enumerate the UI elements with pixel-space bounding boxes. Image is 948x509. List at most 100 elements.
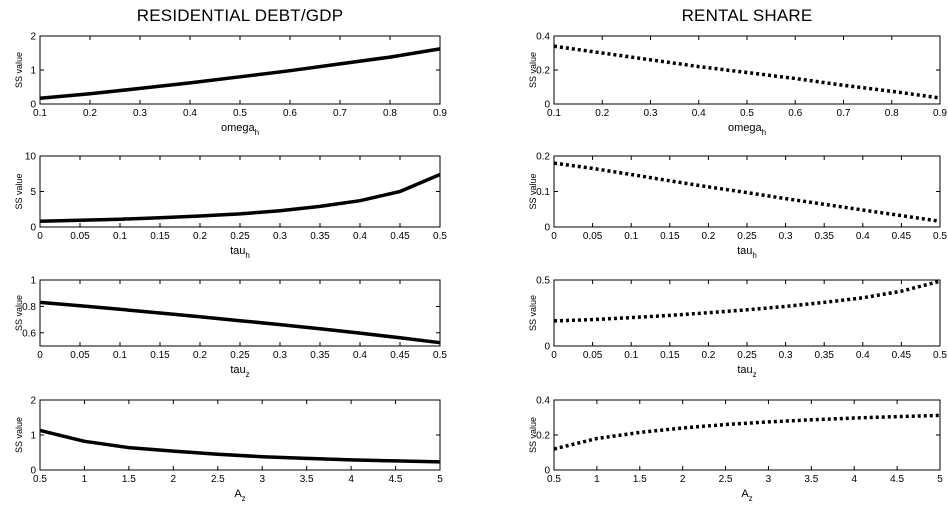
- x-tick-label: 0.1: [624, 231, 638, 242]
- series-line: [553, 44, 941, 100]
- subplot-5: 0 0.05 0.1 0.15 0.2 0.25 0.3 0.35 0.4 0.45 0.5 0.6 0…: [14, 276, 447, 380]
- x-tick-label: 0.15: [660, 350, 680, 361]
- y-tick-label: 5: [30, 187, 36, 198]
- x-tick-label: 0.1: [113, 350, 127, 361]
- x-axis-label: tauz: [230, 364, 249, 379]
- y-tick-label: 1: [30, 431, 36, 442]
- x-tick-label: 1: [82, 474, 88, 485]
- x-axis-label: omegah: [728, 122, 766, 137]
- y-axis-label: SS value: [528, 417, 538, 453]
- y-tick-label: 0: [544, 342, 550, 353]
- x-tick-label: 3: [766, 474, 772, 485]
- x-tick-label: 0.45: [892, 350, 912, 361]
- subplot-4: 0 0.05 0.1 0.15 0.2 0.25 0.3 0.35 0.4 0.45 0.5 0 0.1…: [528, 152, 947, 261]
- x-tick-label: 0.5: [433, 231, 447, 242]
- subplot-6: 0 0.05 0.1 0.15 0.2 0.25 0.3 0.35 0.4 0.45 0.5 0 0.5…: [528, 276, 947, 380]
- x-tick-label: 2.5: [719, 474, 733, 485]
- x-tick-label: 0.3: [779, 231, 793, 242]
- x-tick-label: 0.35: [310, 350, 330, 361]
- x-tick-label: 4: [851, 474, 857, 485]
- x-tick-label: 0.05: [583, 231, 603, 242]
- x-tick-label: 0.05: [583, 350, 603, 361]
- x-tick-label: 0.3: [273, 231, 287, 242]
- x-tick-label: 0.15: [660, 231, 680, 242]
- y-axis-label: SS value: [14, 295, 24, 331]
- x-axis-label: Az: [234, 488, 245, 503]
- x-tick-label: 0.2: [595, 108, 609, 119]
- x-tick-label: 0.2: [193, 231, 207, 242]
- y-tick-label: 2: [30, 32, 36, 43]
- x-tick-label: 0.5: [740, 108, 754, 119]
- y-axis-label: SS value: [528, 173, 538, 209]
- y-tick-label: 2: [30, 396, 36, 407]
- y-tick-label: 1: [30, 276, 36, 287]
- y-tick-label: 0.2: [536, 66, 550, 77]
- subplot-7: 0.5 1 1.5 2 2.5 3 3.5 4 4.5 5 0 1 2 SS value Az: [14, 396, 443, 504]
- x-tick-label: 0.3: [133, 108, 147, 119]
- x-tick-label: 0.1: [33, 108, 47, 119]
- x-tick-label: 1.5: [122, 474, 136, 485]
- x-tick-label: 0.2: [701, 350, 715, 361]
- x-tick-label: 0.2: [193, 350, 207, 361]
- x-tick-label: 0.25: [230, 350, 250, 361]
- x-tick-label: 0: [551, 231, 557, 242]
- x-tick-label: 0.7: [333, 108, 347, 119]
- x-tick-label: 5: [437, 474, 443, 485]
- x-tick-label: 0.45: [390, 231, 410, 242]
- left-column-title: RESIDENTIAL DEBT/GDP: [136, 6, 344, 25]
- x-tick-label: 0.5: [233, 108, 247, 119]
- subplot-3: 0 0.05 0.1 0.15 0.2 0.25 0.3 0.35 0.4 0.45 0.5 0 5 10…: [14, 152, 447, 261]
- x-tick-label: 0.6: [788, 108, 802, 119]
- x-tick-label: 0.4: [183, 108, 197, 119]
- x-tick-label: 0.5: [33, 474, 47, 485]
- x-tick-label: 0.1: [624, 350, 638, 361]
- subplot-2: 0.1 0.2 0.3 0.4 0.5 0.6 0.7 0.8 0.9 0 0.2 0.4 SS val…: [528, 32, 947, 138]
- x-tick-label: 3.5: [804, 474, 818, 485]
- y-tick-label: 0.2: [536, 431, 550, 442]
- axes-box: [553, 35, 941, 105]
- x-tick-label: 0.15: [150, 350, 170, 361]
- x-axis-label: omegah: [221, 122, 259, 137]
- x-tick-label: 0.2: [701, 231, 715, 242]
- x-tick-label: 1: [594, 474, 600, 485]
- y-axis-label: SS value: [14, 417, 24, 453]
- y-tick-label: 0: [544, 466, 550, 477]
- x-tick-label: 5: [937, 474, 943, 485]
- x-tick-label: 0.8: [885, 108, 899, 119]
- x-tick-label: 0.05: [70, 350, 90, 361]
- x-tick-label: 0.3: [644, 108, 658, 119]
- x-tick-label: 0.4: [856, 231, 870, 242]
- y-axis-label: SS value: [14, 173, 24, 209]
- x-tick-label: 1.5: [633, 474, 647, 485]
- series-line: [553, 413, 941, 451]
- x-tick-label: 0.1: [547, 108, 561, 119]
- x-axis-label: tauh: [737, 245, 757, 260]
- x-tick-label: 0.4: [692, 108, 706, 119]
- x-tick-label: 0: [551, 350, 557, 361]
- y-tick-label: 0.6: [22, 328, 36, 339]
- x-tick-label: 0.35: [310, 231, 330, 242]
- series-line: [39, 47, 441, 100]
- axes-box: [553, 155, 941, 228]
- series-line: [553, 279, 941, 323]
- x-tick-label: 0.6: [283, 108, 297, 119]
- x-tick-label: 0.8: [383, 108, 397, 119]
- y-tick-label: 0.2: [536, 152, 550, 163]
- x-tick-label: 0.45: [390, 350, 410, 361]
- x-tick-label: 3: [259, 474, 265, 485]
- x-tick-label: 4: [348, 474, 354, 485]
- x-tick-label: 0.9: [433, 108, 447, 119]
- y-tick-label: 0: [30, 223, 36, 234]
- x-tick-label: 0.5: [547, 474, 561, 485]
- x-tick-label: 0.4: [353, 350, 367, 361]
- x-tick-label: 0: [37, 350, 43, 361]
- x-tick-label: 3.5: [300, 474, 314, 485]
- subplot-8: 0.5 1 1.5 2 2.5 3 3.5 4 4.5 5 0 0.2 0.4 SS value Az: [528, 396, 943, 504]
- x-tick-label: 0.25: [230, 231, 250, 242]
- x-tick-label: 0.5: [933, 231, 947, 242]
- x-tick-label: 0.4: [856, 350, 870, 361]
- series-line: [553, 161, 941, 224]
- x-tick-label: 0.25: [737, 231, 757, 242]
- y-tick-label: 0.1: [536, 187, 550, 198]
